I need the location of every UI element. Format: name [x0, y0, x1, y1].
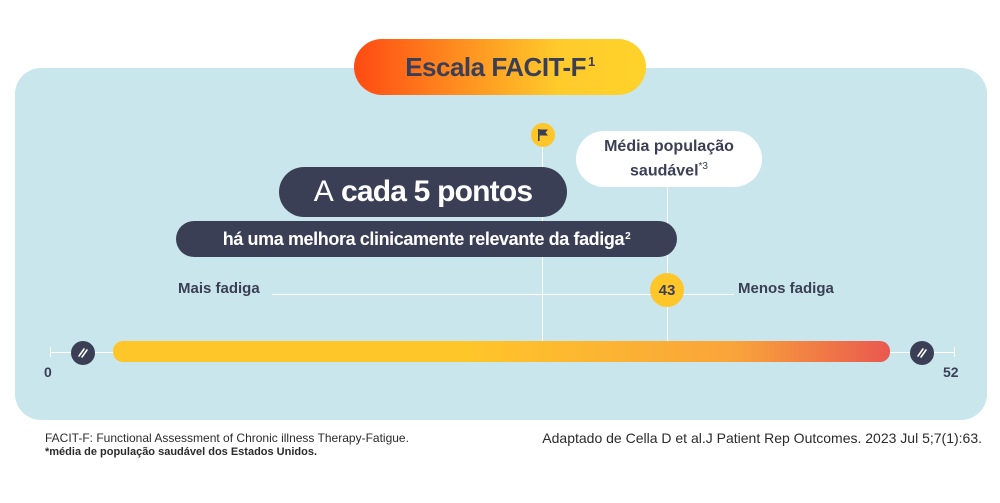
flag-icon: [538, 129, 548, 141]
abbreviation-footnote: FACIT-F: Functional Assessment of Chroni…: [45, 431, 409, 445]
more-fatigue-label: Mais fadiga: [178, 280, 260, 297]
flag-marker: [531, 123, 555, 147]
subline-sup: 2: [625, 230, 631, 242]
scale-title: Escala FACIT-F 1: [354, 39, 646, 95]
subline-pill: há uma melhora clinicamente relevante da…: [176, 221, 677, 257]
source-citation: Adaptado de Cella D et al.J Patient Rep …: [542, 430, 982, 446]
healthy-mean-value: 43: [650, 273, 684, 307]
subline-text: há uma melhora clinicamente relevante da…: [222, 228, 625, 249]
healthy-mean-line1: Média população: [604, 137, 734, 155]
scale-max-label: 52: [943, 364, 959, 380]
scale-min-label: 0: [44, 364, 52, 380]
healthy-mean-bubble: Média população saudável*3: [576, 131, 762, 187]
scale-tick-min: [50, 347, 51, 357]
scale-tick-max: [954, 347, 955, 357]
asterisk-footnote: *média de população saudável dos Estados…: [45, 446, 318, 458]
healthy-mean-guide-line: [667, 187, 668, 352]
title-text: Escala FACIT-F: [405, 51, 587, 82]
headline-prefix: A: [313, 175, 334, 208]
slash-icon: [917, 348, 927, 358]
slash-icon: [78, 348, 88, 358]
fatigue-axis-line: [272, 294, 734, 295]
scale-min-marker: [71, 341, 95, 365]
scale-max-marker: [910, 341, 934, 365]
less-fatigue-label: Menos fadiga: [738, 280, 834, 297]
scale-bar: [113, 341, 890, 362]
headline-bold: cada 5 pontos: [340, 175, 533, 208]
title-sup: 1: [588, 53, 595, 69]
healthy-mean-line2: saudável*3: [630, 160, 708, 180]
